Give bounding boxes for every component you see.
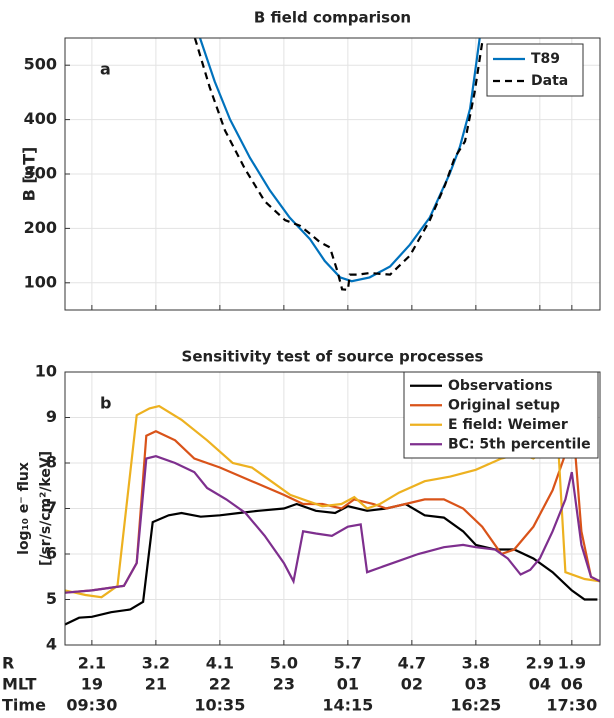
panel-label: b bbox=[100, 394, 111, 413]
data-line bbox=[198, 38, 481, 283]
legend-label: Observations bbox=[448, 378, 553, 394]
data-line bbox=[193, 38, 484, 292]
x-row-name: MLT bbox=[2, 675, 36, 694]
y-axis-label: [/sr/s/cm²/keV] bbox=[38, 451, 54, 566]
y-axis-label: log₁₀ e⁻ flux bbox=[16, 462, 32, 555]
y-tick-label: 7 bbox=[46, 498, 57, 517]
x-tick-label: 3.2 bbox=[142, 654, 170, 673]
x-tick-label: 03 bbox=[465, 675, 487, 694]
x-tick-label: 5.0 bbox=[270, 654, 298, 673]
chart-title: Sensitivity test of source processes bbox=[182, 348, 484, 366]
x-tick-label: 01 bbox=[337, 675, 359, 694]
x-tick-label: 1.9 bbox=[558, 654, 586, 673]
legend-label: Original setup bbox=[448, 397, 560, 413]
legend-label: E field: Weimer bbox=[448, 417, 568, 433]
y-tick-label: 5 bbox=[46, 589, 57, 608]
data-line bbox=[65, 429, 600, 594]
panel-label: a bbox=[100, 60, 111, 79]
y-tick-label: 100 bbox=[24, 272, 57, 291]
x-tick-label: 4.1 bbox=[206, 654, 234, 673]
legend-label: Data bbox=[531, 73, 568, 89]
chart-title: B field comparison bbox=[254, 9, 411, 27]
x-tick-label: 21 bbox=[145, 675, 167, 694]
x-tick-label: 02 bbox=[401, 675, 423, 694]
y-tick-label: 4 bbox=[46, 635, 57, 654]
x-tick-label: 23 bbox=[273, 675, 295, 694]
x-tick-label: 22 bbox=[209, 675, 231, 694]
x-tick-label: 3.8 bbox=[462, 654, 490, 673]
y-tick-label: 6 bbox=[46, 544, 57, 563]
data-line bbox=[65, 455, 600, 594]
x-tick-label: 14:15 bbox=[322, 696, 373, 715]
y-tick-label: 9 bbox=[46, 407, 57, 426]
x-tick-label: 4.7 bbox=[398, 654, 426, 673]
x-tick-label: 06 bbox=[561, 675, 583, 694]
axes-frame bbox=[64, 37, 601, 311]
x-tick-label: 17:30 bbox=[546, 696, 597, 715]
x-tick-label: 04 bbox=[529, 675, 551, 694]
y-tick-label: 400 bbox=[24, 109, 57, 128]
x-tick-label: 19 bbox=[81, 675, 103, 694]
axes-frame bbox=[64, 371, 601, 646]
y-tick-label: 500 bbox=[24, 55, 57, 74]
y-axis-label: B [nT] bbox=[20, 147, 39, 202]
x-tick-label: 16:25 bbox=[450, 696, 501, 715]
y-tick-label: 200 bbox=[24, 218, 57, 237]
x-row-name: Time bbox=[2, 696, 46, 715]
x-tick-label: 5.7 bbox=[334, 654, 362, 673]
plot-lines bbox=[193, 38, 484, 292]
y-tick-label: 8 bbox=[46, 453, 57, 472]
x-tick-label: 2.9 bbox=[526, 654, 554, 673]
legend-label: BC: 5th percentile bbox=[448, 436, 591, 452]
x-row-name: R bbox=[2, 654, 14, 673]
legend-label: T89 bbox=[531, 51, 560, 67]
x-tick-label: 10:35 bbox=[194, 696, 245, 715]
y-tick-label: 300 bbox=[24, 164, 57, 183]
y-tick-label: 10 bbox=[35, 362, 57, 381]
x-tick-label: 09:30 bbox=[66, 696, 117, 715]
legend-box bbox=[486, 43, 584, 97]
x-tick-label: 2.1 bbox=[78, 654, 106, 673]
